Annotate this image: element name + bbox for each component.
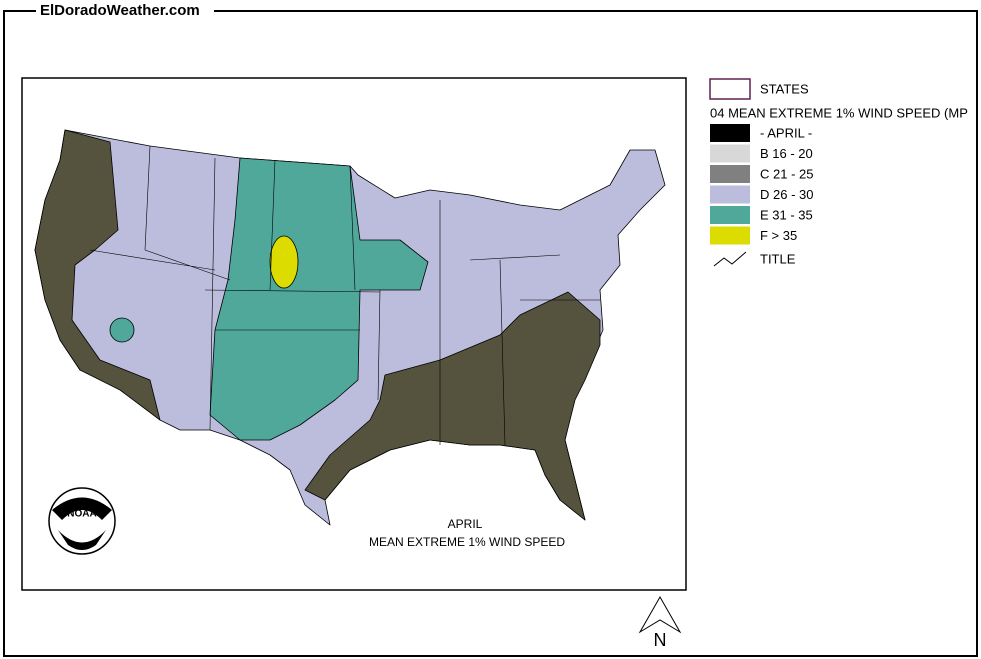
north-arrow: N — [638, 595, 682, 650]
legend-label: D 26 - 30 — [760, 187, 813, 202]
legend-label: C 21 - 25 — [760, 166, 813, 181]
states-swatch — [709, 78, 751, 100]
legend-heading: 04 MEAN EXTREME 1% WIND SPEED (MP — [710, 105, 968, 120]
legend: - APRIL - B 16 - 20 C 21 - 25 D 26 - 30 E 31… — [710, 124, 813, 245]
legend-label: F > 35 — [760, 228, 797, 243]
legend-label: - APRIL - — [760, 125, 812, 140]
us-map — [34, 129, 666, 526]
legend-swatch — [710, 124, 750, 142]
logo-text: NOAA — [67, 509, 96, 520]
legend-swatch — [710, 144, 750, 163]
legend-swatch — [710, 226, 750, 245]
zone-west-coast — [34, 129, 161, 421]
legend-label: TITLE — [760, 251, 796, 266]
outer-frame — [3, 10, 978, 657]
legend-swatch — [710, 185, 750, 204]
legend-swatch — [710, 165, 750, 183]
north-label: N — [654, 630, 667, 650]
map-caption: MEAN EXTREME 1% WIND SPEED — [369, 535, 565, 549]
title-bg — [36, 2, 214, 20]
legend-label: STATES — [760, 81, 809, 96]
zone-nevada — [109, 317, 135, 343]
map-caption: APRIL — [448, 517, 483, 531]
zone-southeast — [304, 291, 601, 521]
site-title: ElDoradoWeather.com — [40, 2, 200, 19]
zone-high — [269, 235, 299, 289]
legend-label: B 16 - 20 — [760, 146, 813, 161]
zone-plains — [209, 157, 429, 441]
legend-label: E 31 - 35 — [760, 207, 813, 222]
legend-swatch — [710, 206, 750, 224]
state-lines — [89, 145, 600, 446]
title-swatch — [713, 251, 747, 267]
noaa-logo: NOAA — [48, 487, 116, 555]
